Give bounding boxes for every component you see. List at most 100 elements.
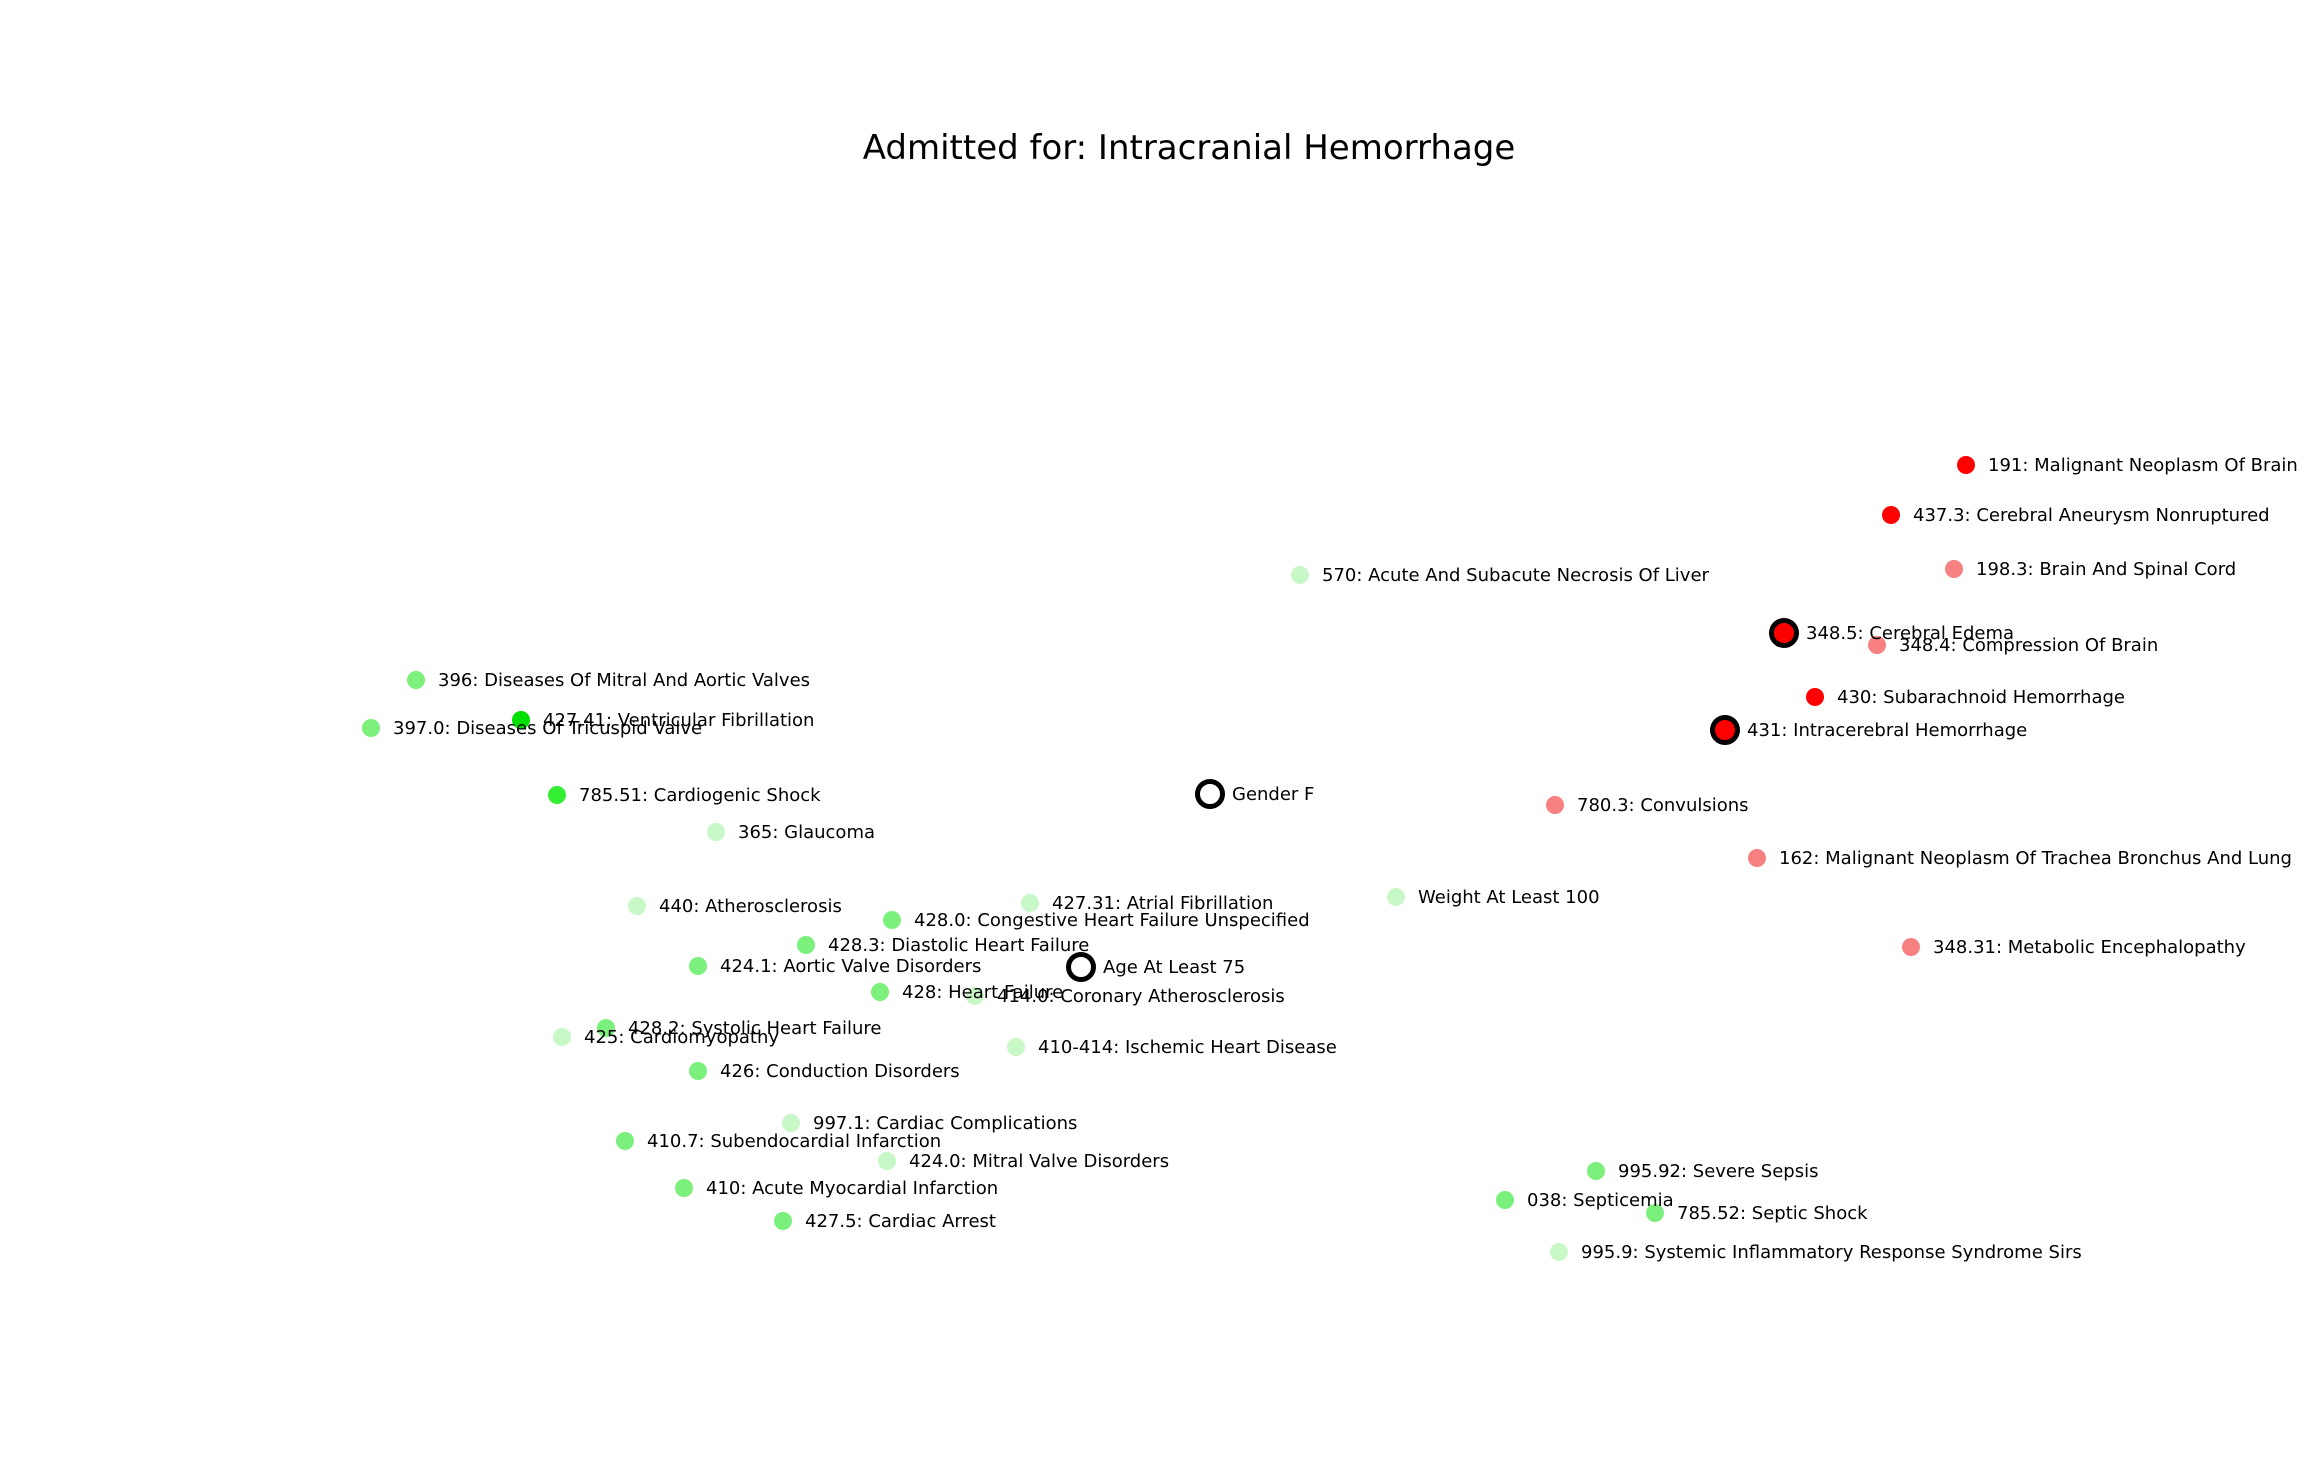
node-dot [1291,566,1309,584]
chart-node [1007,1038,1025,1056]
node-dot [616,1132,634,1150]
chart-node [1902,938,1920,956]
node-label: 428.2: Systolic Heart Failure [628,1018,882,1039]
chart-node [774,1212,792,1230]
chart-node [797,936,815,954]
node-dot [1868,636,1886,654]
node-label: 427.31: Atrial Fibrillation [1052,893,1273,914]
chart-node [689,1062,707,1080]
node-label: Weight At Least 100 [1418,887,1600,908]
node-dot [1945,560,1963,578]
chart-node [1587,1162,1605,1180]
chart-node [782,1114,800,1132]
node-label: 162: Malignant Neoplasm Of Trachea Bronc… [1779,848,2292,869]
chart-node [407,671,425,689]
node-dot [1021,894,1039,912]
chart-node [597,1019,615,1037]
chart-node [1710,715,1740,745]
chart-node [1882,506,1900,524]
node-dot [797,936,815,954]
chart-node [689,957,707,975]
node-dot [689,1062,707,1080]
chart-node [1066,952,1096,982]
node-dot [553,1028,571,1046]
node-ring-marker [1066,952,1096,982]
chart-node [1646,1204,1664,1222]
node-label: 995.9: Systemic Inflammatory Response Sy… [1581,1242,2082,1263]
chart-node [628,897,646,915]
node-label: 348.5: Cerebral Edema [1806,623,2014,644]
node-dot [597,1019,615,1037]
node-dot [548,786,566,804]
node-dot [883,911,901,929]
node-dot [628,897,646,915]
node-label: 430: Subarachnoid Hemorrhage [1837,687,2125,708]
node-label: 414.0: Coronary Atherosclerosis [997,986,1285,1007]
node-dot [782,1114,800,1132]
chart-title: Admitted for: Intracranial Hemorrhage [863,128,1516,168]
chart-node [675,1179,693,1197]
chart-node [512,711,530,729]
node-dot [707,823,725,841]
node-label: 780.3: Convulsions [1577,795,1749,816]
node-ring-marker [1710,715,1740,745]
node-label: 424.1: Aortic Valve Disorders [720,956,981,977]
node-dot [871,983,889,1001]
node-label: Age At Least 75 [1103,957,1245,978]
node-label: 785.51: Cardiogenic Shock [579,785,821,806]
chart-node [548,786,566,804]
node-label: 348.4: Compression Of Brain [1899,635,2158,656]
node-dot [1546,796,1564,814]
chart-node [616,1132,634,1150]
node-label: 424.0: Mitral Valve Disorders [909,1151,1169,1172]
node-label: 427.5: Cardiac Arrest [805,1211,996,1232]
chart-node [1957,456,1975,474]
node-label: 431: Intracerebral Hemorrhage [1747,720,2027,741]
node-label: 365: Glaucoma [738,822,875,843]
node-label: 396: Diseases Of Mitral And Aortic Valve… [438,670,810,691]
node-dot [1550,1243,1568,1261]
node-label: 997.1: Cardiac Complications [813,1113,1077,1134]
chart-node [553,1028,571,1046]
node-dot [1902,938,1920,956]
chart-node [1387,888,1405,906]
node-label: 428.0: Congestive Heart Failure Unspecif… [914,910,1310,931]
node-label: 995.92: Severe Sepsis [1618,1161,1818,1182]
node-dot [1882,506,1900,524]
node-label: 428: Heart Failure [902,982,1063,1003]
chart-node [878,1152,896,1170]
node-dot [1806,688,1824,706]
chart-node [1291,566,1309,584]
node-dot [966,987,984,1005]
node-label: 198.3: Brain And Spinal Cord [1976,559,2236,580]
node-dot [1587,1162,1605,1180]
chart-node [883,911,901,929]
nodes-layer: 191: Malignant Neoplasm Of Brain 437.3: C… [362,455,2298,1263]
chart-node [966,987,984,1005]
node-dot [689,957,707,975]
node-label: 440: Atherosclerosis [659,896,842,917]
node-dot [1748,849,1766,867]
chart-node [1021,894,1039,912]
node-label: Gender F [1232,784,1314,805]
node-dot [1387,888,1405,906]
chart-node [1195,779,1225,809]
node-label: 785.52: Septic Shock [1677,1203,1868,1224]
node-label: 426: Conduction Disorders [720,1061,960,1082]
node-label: 410.7: Subendocardial Infarction [647,1131,941,1152]
chart-node [1868,636,1886,654]
node-dot [1496,1191,1514,1209]
chart-node [1769,618,1799,648]
node-label: 410-414: Ischemic Heart Disease [1038,1037,1337,1058]
node-dot [1007,1038,1025,1056]
chart-node [362,719,380,737]
node-label: 570: Acute And Subacute Necrosis Of Live… [1322,565,1710,586]
chart-node [1550,1243,1568,1261]
node-label: 427.41: Ventricular Fibrillation [543,710,814,731]
node-label: 038: Septicemia [1527,1190,1674,1211]
node-dot [1646,1204,1664,1222]
node-ring-marker [1195,779,1225,809]
node-label: 397.0: Diseases Of Tricuspid Valve [393,718,702,739]
node-dot [362,719,380,737]
